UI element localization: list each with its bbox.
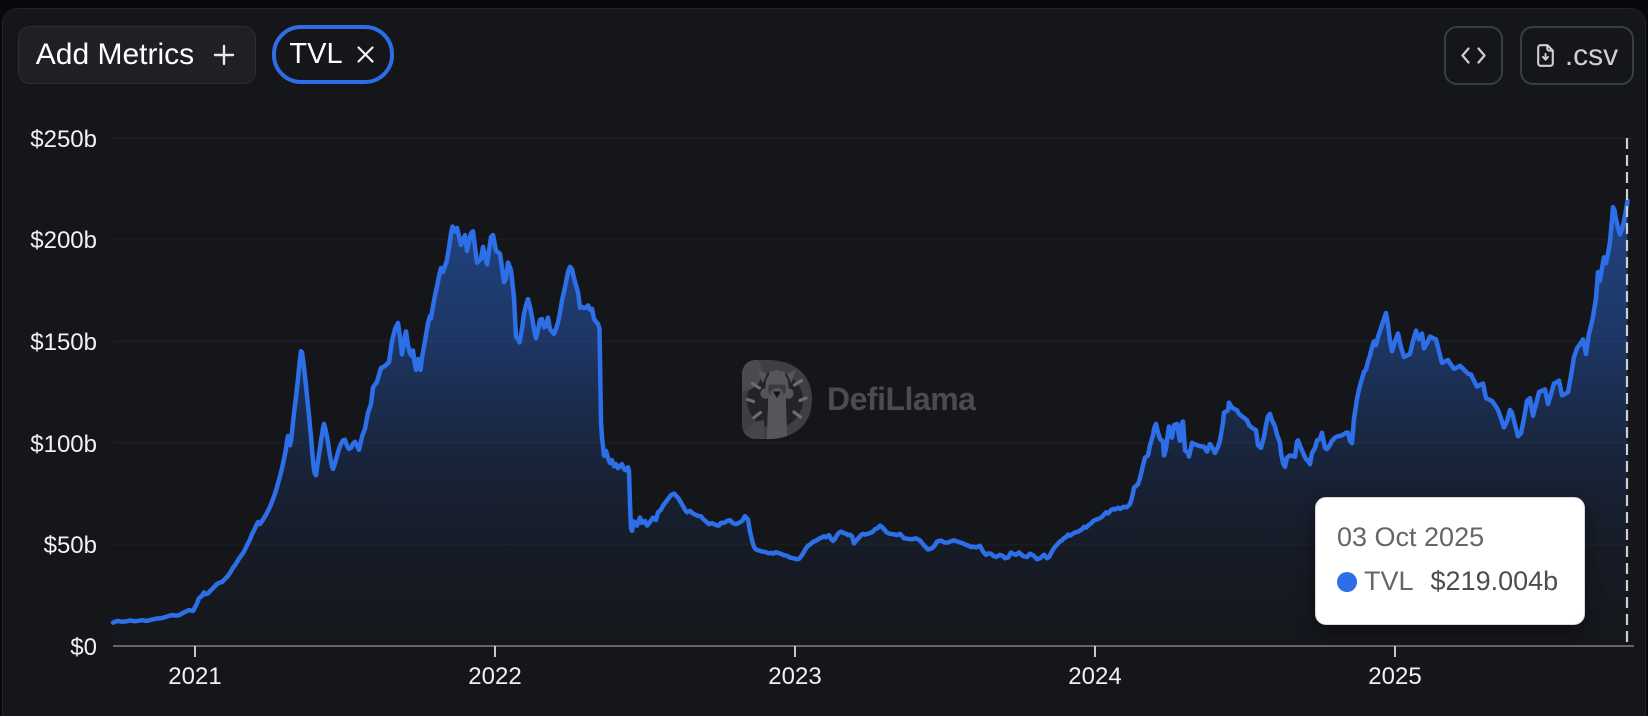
- svg-text:$200b: $200b: [30, 227, 97, 254]
- svg-text:2021: 2021: [168, 663, 221, 690]
- svg-text:$50b: $50b: [44, 532, 97, 559]
- svg-text:2024: 2024: [1068, 663, 1121, 690]
- svg-text:$100b: $100b: [30, 431, 97, 458]
- svg-text:2022: 2022: [468, 663, 521, 690]
- svg-text:2023: 2023: [768, 663, 821, 690]
- svg-text:2025: 2025: [1368, 663, 1421, 690]
- svg-text:$250b: $250b: [30, 126, 97, 153]
- svg-text:$150b: $150b: [30, 329, 97, 356]
- svg-text:$0: $0: [70, 634, 97, 661]
